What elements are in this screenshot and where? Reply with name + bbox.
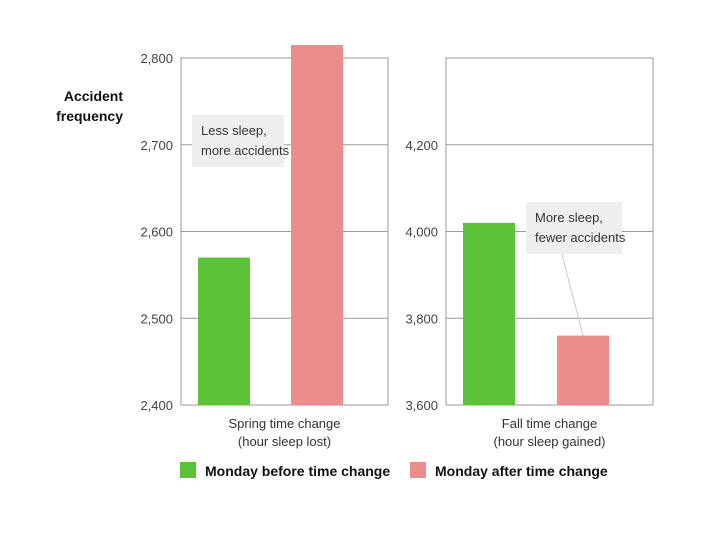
annotation-text: More sleep, bbox=[535, 210, 603, 225]
y-tick-label: 2,700 bbox=[140, 138, 173, 153]
spring-panel: 2,400 2,500 2,600 2,700 2,800 Less sleep, more… bbox=[140, 44, 389, 449]
legend-label-after: Monday after time change bbox=[435, 463, 608, 479]
bar-after bbox=[557, 335, 609, 405]
annotation-leader bbox=[561, 253, 584, 336]
x-axis-label: Fall time change bbox=[502, 416, 597, 431]
annotation-box bbox=[192, 115, 284, 167]
y-axis-label-line2: frequency bbox=[56, 108, 123, 124]
x-axis-label: Spring time change bbox=[228, 416, 340, 431]
y-tick-label: 4,000 bbox=[405, 225, 438, 240]
bar-before bbox=[463, 222, 515, 405]
annotation-text: Less sleep, bbox=[201, 123, 267, 138]
fall-panel: 3,600 3,800 4,000 4,200 More sleep, fewer acc… bbox=[405, 57, 654, 449]
legend-swatch-after bbox=[410, 462, 426, 478]
y-axis-label-line1: Accident bbox=[64, 88, 123, 104]
y-tick-label: 3,600 bbox=[405, 398, 438, 413]
bar-after bbox=[291, 44, 343, 406]
legend-swatch-before bbox=[180, 462, 196, 478]
y-tick-label: 2,400 bbox=[140, 398, 173, 413]
y-tick-label: 2,600 bbox=[140, 225, 173, 240]
x-axis-label: (hour sleep gained) bbox=[493, 434, 605, 449]
y-tick-label: 4,200 bbox=[405, 138, 438, 153]
annotation-box bbox=[526, 202, 622, 254]
y-tick-label: 2,500 bbox=[140, 311, 173, 326]
y-tick-label: 3,800 bbox=[405, 311, 438, 326]
legend-label-before: Monday before time change bbox=[205, 463, 390, 479]
annotation-text: more accidents bbox=[201, 143, 290, 158]
x-axis-label: (hour sleep lost) bbox=[238, 434, 331, 449]
legend: Monday before time change Monday after t… bbox=[180, 462, 608, 479]
bar-before bbox=[198, 257, 250, 405]
annotation-text: fewer accidents bbox=[535, 230, 626, 245]
y-tick-label: 2,800 bbox=[140, 51, 173, 66]
